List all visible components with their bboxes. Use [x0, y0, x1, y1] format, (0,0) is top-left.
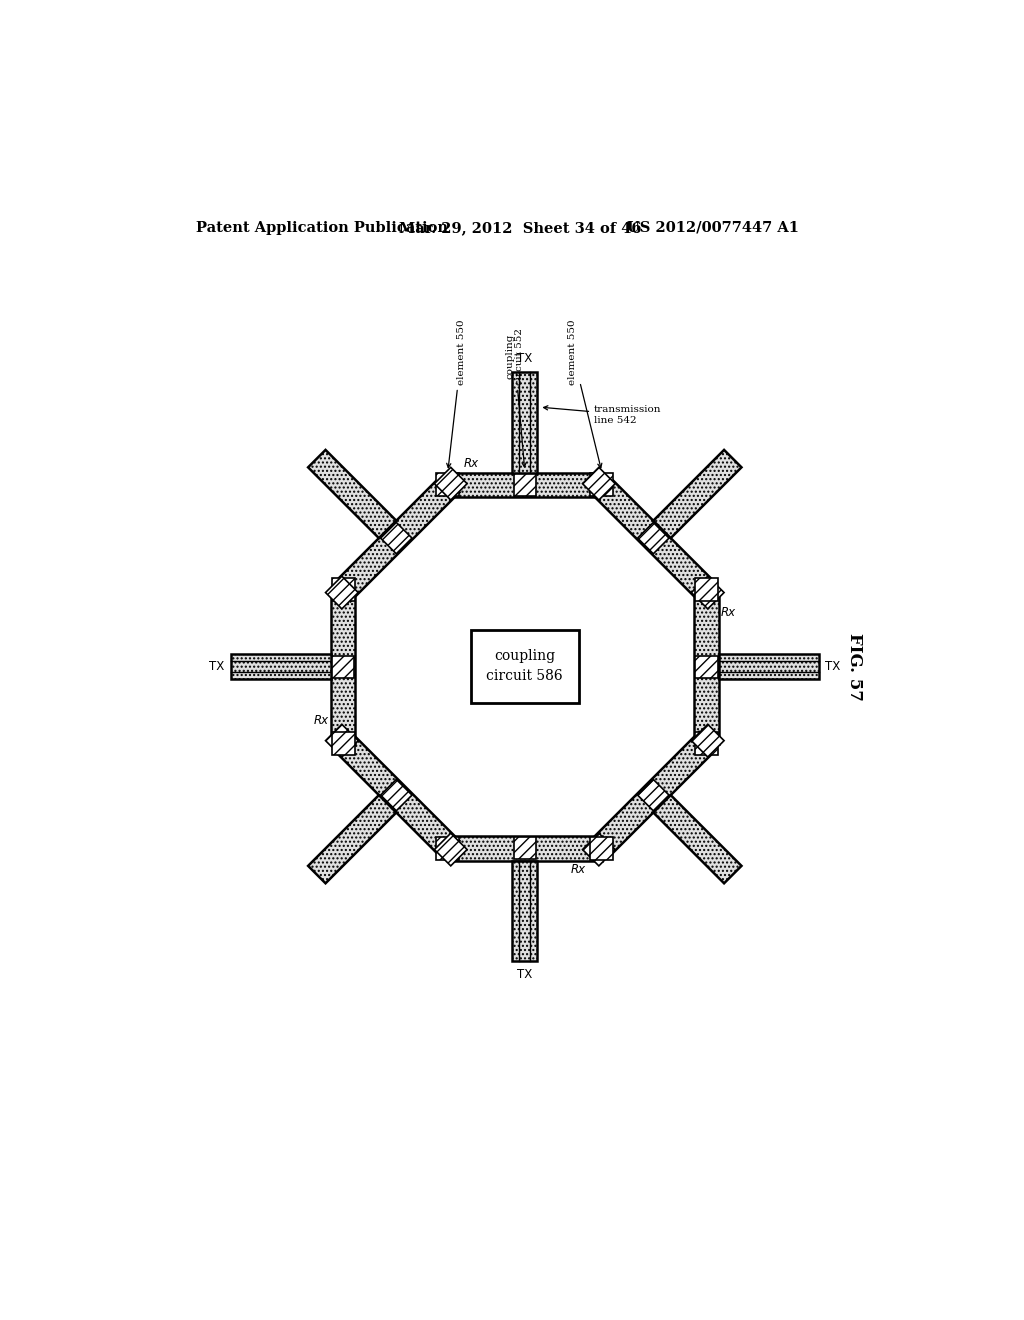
Text: element 550: element 550	[568, 319, 602, 467]
Text: Patent Application Publication: Patent Application Publication	[196, 220, 449, 235]
Polygon shape	[308, 795, 396, 883]
Polygon shape	[326, 577, 358, 609]
Polygon shape	[590, 475, 717, 602]
Polygon shape	[514, 474, 536, 496]
Polygon shape	[434, 833, 467, 866]
Text: TX: TX	[517, 352, 532, 366]
Polygon shape	[381, 523, 412, 554]
Polygon shape	[590, 731, 717, 858]
Polygon shape	[638, 523, 669, 554]
Text: Rx: Rx	[314, 714, 330, 727]
Polygon shape	[695, 578, 718, 601]
Text: transmission
line 542: transmission line 542	[544, 405, 662, 425]
Text: TX: TX	[825, 660, 841, 673]
Polygon shape	[326, 725, 358, 756]
Polygon shape	[331, 590, 355, 743]
Text: TX: TX	[209, 660, 224, 673]
Text: FIG. 57: FIG. 57	[846, 632, 863, 701]
Polygon shape	[653, 795, 741, 883]
Polygon shape	[447, 473, 602, 498]
Text: coupling
circuit 552: coupling circuit 552	[505, 327, 526, 467]
Polygon shape	[653, 450, 741, 539]
Polygon shape	[590, 474, 613, 496]
Text: Rx: Rx	[571, 863, 587, 876]
Text: Mar. 29, 2012  Sheet 34 of 46: Mar. 29, 2012 Sheet 34 of 46	[398, 220, 641, 235]
Polygon shape	[691, 725, 724, 756]
Text: TX: TX	[517, 968, 532, 981]
Polygon shape	[447, 836, 602, 861]
Polygon shape	[695, 733, 718, 755]
Text: Rx: Rx	[463, 457, 478, 470]
Polygon shape	[332, 733, 354, 755]
Polygon shape	[514, 837, 536, 859]
Polygon shape	[694, 590, 719, 743]
Text: element 550: element 550	[446, 319, 466, 467]
Polygon shape	[333, 731, 460, 858]
Polygon shape	[436, 837, 460, 859]
Polygon shape	[381, 779, 412, 810]
Polygon shape	[638, 779, 669, 810]
Polygon shape	[695, 656, 718, 677]
Polygon shape	[691, 577, 724, 609]
Polygon shape	[512, 372, 538, 473]
Polygon shape	[434, 467, 467, 500]
Text: coupling: coupling	[495, 649, 555, 663]
Polygon shape	[333, 475, 460, 602]
Polygon shape	[332, 656, 354, 677]
Polygon shape	[230, 655, 331, 678]
Polygon shape	[719, 655, 819, 678]
Polygon shape	[512, 861, 538, 961]
Polygon shape	[308, 450, 396, 539]
Polygon shape	[583, 467, 615, 500]
Text: US 2012/0077447 A1: US 2012/0077447 A1	[628, 220, 799, 235]
Text: Rx: Rx	[720, 606, 735, 619]
Bar	[471, 630, 579, 704]
Text: circuit 586: circuit 586	[486, 669, 563, 682]
Polygon shape	[436, 474, 460, 496]
Polygon shape	[590, 837, 613, 859]
Polygon shape	[332, 578, 354, 601]
Polygon shape	[583, 833, 615, 866]
